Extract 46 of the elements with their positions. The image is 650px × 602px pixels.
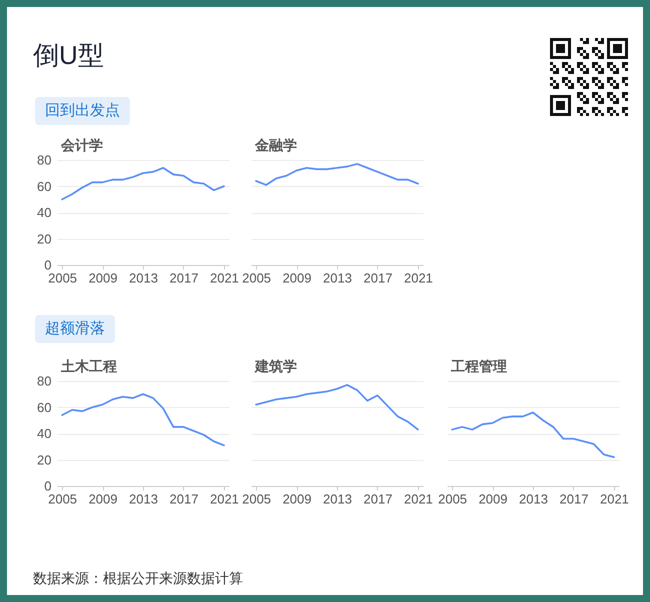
x-tick-label: 2017 (364, 492, 392, 506)
x-tick-label: 2009 (88, 270, 118, 286)
y-tick-label: 0 (44, 258, 52, 272)
line-series (61, 393, 225, 446)
source-note: 数据来源：根据公开来源数据计算 (33, 569, 243, 587)
y-tick-label: 60 (37, 178, 52, 194)
x-tick-label: 2009 (282, 270, 312, 286)
x-tick-label: 2013 (129, 270, 158, 286)
x-tick-label: 2013 (519, 492, 548, 506)
x-tick-label: 2005 (242, 270, 272, 286)
text: 超额滑落 (35, 315, 115, 343)
x-tick-label: 2021 (210, 270, 239, 286)
x-tick-label: 2005 (438, 492, 468, 506)
x-tick-label: 2017 (170, 270, 198, 286)
chart-title: 工程管理 (450, 358, 507, 374)
x-tick-label: 2021 (600, 492, 629, 506)
y-tick-label: 20 (37, 452, 52, 468)
y-tick-label: 20 (37, 231, 52, 246)
text: 回到出发点 (35, 97, 130, 125)
y-tick-label: 80 (37, 152, 52, 168)
x-tick-label: 2017 (560, 492, 588, 506)
y-tick-label: 60 (37, 400, 52, 415)
y-tick-label: 80 (37, 374, 52, 388)
x-tick-label: 2021 (404, 270, 433, 286)
chart-title: 建筑学 (254, 358, 297, 374)
x-tick-label: 2009 (88, 492, 118, 506)
x-tick-label: 2005 (242, 492, 272, 506)
chart-title: 土木工程 (60, 358, 117, 374)
chart-title: 会计学 (60, 137, 103, 153)
x-tick-label: 2009 (478, 492, 508, 506)
x-tick-label: 2021 (404, 492, 433, 506)
x-tick-label: 2013 (323, 492, 352, 506)
line-series (61, 166, 225, 200)
x-tick-label: 2005 (48, 492, 78, 506)
x-tick-label: 2017 (170, 492, 198, 506)
y-tick-label: 40 (37, 205, 52, 220)
x-tick-label: 2009 (282, 492, 312, 506)
text: 倒U型 (33, 39, 104, 72)
x-tick-label: 2021 (210, 492, 239, 506)
y-tick-label: 0 (44, 478, 52, 494)
chart-title: 金融学 (254, 137, 297, 153)
x-tick-label: 2013 (129, 492, 158, 506)
x-tick-label: 2013 (323, 270, 352, 286)
y-tick-label: 40 (37, 426, 52, 441)
x-tick-label: 2005 (48, 270, 78, 286)
x-tick-label: 2017 (364, 270, 392, 286)
